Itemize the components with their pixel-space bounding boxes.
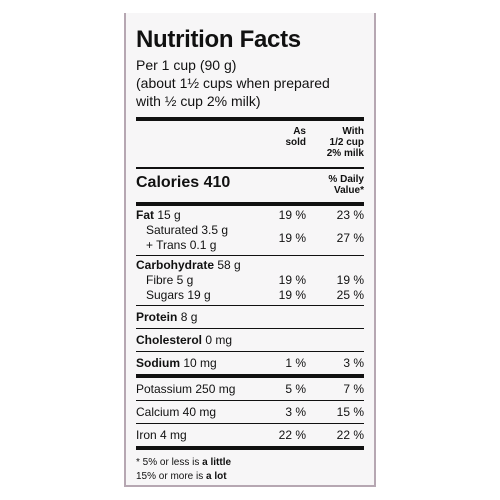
daily-value-header: % Daily Value* [294, 174, 364, 196]
fat-dv-as-sold: 19 % [278, 208, 306, 222]
saturated-trans-row: Saturated 3.5 g + Trans 0.1 g 19 % 27 % [136, 223, 364, 253]
saturated-trans-dv-as-sold: 19 % [278, 231, 306, 245]
fibre-dv-prepared: 19 % [336, 273, 364, 287]
sodium-dv-prepared: 3 % [343, 355, 364, 370]
fat-group: Fat 15 g 19 % 23 % Saturated 3.5 g + Tra… [136, 206, 364, 255]
daily-value-header-line-1: % Daily [328, 174, 364, 185]
divider [136, 328, 364, 329]
cholesterol-row: Cholesterol 0 mg [136, 329, 364, 351]
carbohydrate-group: Carbohydrate 58 g Fibre 5 g 19 % 19 % Su… [136, 256, 364, 305]
divider [136, 167, 364, 169]
sodium-row: Sodium 10 mg 1 % 3 % [136, 352, 364, 374]
fat-label: Fat [136, 208, 154, 222]
sodium-dv-as-sold: 1 % [285, 355, 306, 370]
iron-dv-as-sold: 22 % [278, 427, 306, 442]
sugars-row: Sugars 19 g 19 % 25 % [136, 288, 364, 303]
serving-size-line-1: Per 1 cup (90 g) [136, 57, 237, 73]
divider [136, 400, 364, 401]
potassium-row: Potassium 250 mg 5 % 7 % [136, 378, 364, 400]
fat-dv-prepared: 23 % [336, 208, 364, 222]
protein-row: Protein 8 g [136, 306, 364, 328]
calcium-label: Calcium 40 mg [136, 404, 217, 419]
footnote-text-1: * 5% or less is [136, 457, 203, 468]
divider-thick [136, 374, 364, 378]
divider [136, 351, 364, 352]
calories-row: Calories 410 % Daily Value* [136, 169, 364, 202]
saturated-trans-dv-prepared: 27 % [336, 231, 364, 245]
sodium-label: Sodium [136, 355, 180, 370]
saturated-label: Saturated 3.5 g [146, 223, 229, 237]
as-sold-header-line-1: As [293, 126, 306, 137]
fibre-dv-as-sold: 19 % [278, 273, 306, 287]
prepared-header: With 1/2 cup 2% milk [306, 126, 364, 159]
daily-value-header-line-2: Value* [333, 185, 364, 196]
divider [136, 423, 364, 424]
calcium-dv-prepared: 15 % [336, 404, 364, 419]
prepared-header-line-1: With [342, 126, 364, 137]
serving-size-line-2: (about 1½ cups when prepared [136, 75, 330, 91]
iron-row: Iron 4 mg 22 % 22 % [136, 424, 364, 446]
footnote-bold-2: a lot [206, 471, 227, 482]
calcium-dv-as-sold: 3 % [285, 404, 306, 419]
divider [136, 305, 364, 306]
fibre-row: Fibre 5 g 19 % 19 % [136, 273, 364, 288]
prepared-header-line-3: 2% milk [326, 148, 364, 159]
carbohydrate-label: Carbohydrate [136, 258, 215, 272]
footnote-bold-1: a little [202, 457, 232, 468]
sodium-amount: 10 mg [183, 355, 217, 370]
divider-thick [136, 117, 364, 121]
potassium-label: Potassium 250 mg [136, 381, 236, 396]
protein-amount: 8 g [180, 309, 198, 324]
footnote-line-1: * 5% or less is a little [136, 456, 364, 470]
sugars-label: Sugars 19 g [146, 288, 211, 302]
footnote-line-2: 15% or more is a lot [136, 470, 364, 484]
divider [136, 255, 364, 256]
fibre-label: Fibre 5 g [146, 273, 194, 287]
fat-amount: 15 g [157, 208, 181, 222]
carbohydrate-amount: 58 g [217, 258, 241, 272]
sugars-dv-prepared: 25 % [336, 288, 364, 302]
footnote: * 5% or less is a little 15% or more is … [136, 450, 364, 484]
calcium-row: Calcium 40 mg 3 % 15 % [136, 401, 364, 423]
cholesterol-amount: 0 mg [205, 332, 233, 347]
potassium-dv-as-sold: 5 % [285, 381, 306, 396]
serving-size-line-3: with ½ cup 2% milk) [136, 93, 261, 109]
potassium-dv-prepared: 7 % [343, 381, 364, 396]
calories-label: Calories 410 [136, 174, 231, 191]
nutrition-facts-label: Nutrition Facts Per 1 cup (90 g) (about … [126, 13, 374, 485]
divider-thick [136, 446, 364, 450]
iron-label: Iron 4 mg [136, 427, 187, 442]
divider-thick [136, 202, 364, 206]
iron-dv-prepared: 22 % [336, 427, 364, 442]
trans-label: + Trans 0.1 g [146, 238, 217, 252]
label-title: Nutrition Facts [136, 26, 301, 53]
fat-row: Fat 15 g 19 % 23 % [136, 208, 364, 223]
cholesterol-label: Cholesterol [136, 332, 203, 347]
protein-label: Protein [136, 309, 178, 324]
prepared-header-line-2: 1/2 cup [329, 137, 364, 148]
as-sold-header: As sold [258, 126, 306, 148]
footnote-text-2: 15% or more is [136, 471, 207, 482]
column-headers: As sold With 1/2 cup 2% milk [136, 121, 364, 167]
sugars-dv-as-sold: 19 % [278, 288, 306, 302]
as-sold-header-line-2: sold [285, 137, 306, 148]
carbohydrate-row: Carbohydrate 58 g [136, 258, 364, 273]
